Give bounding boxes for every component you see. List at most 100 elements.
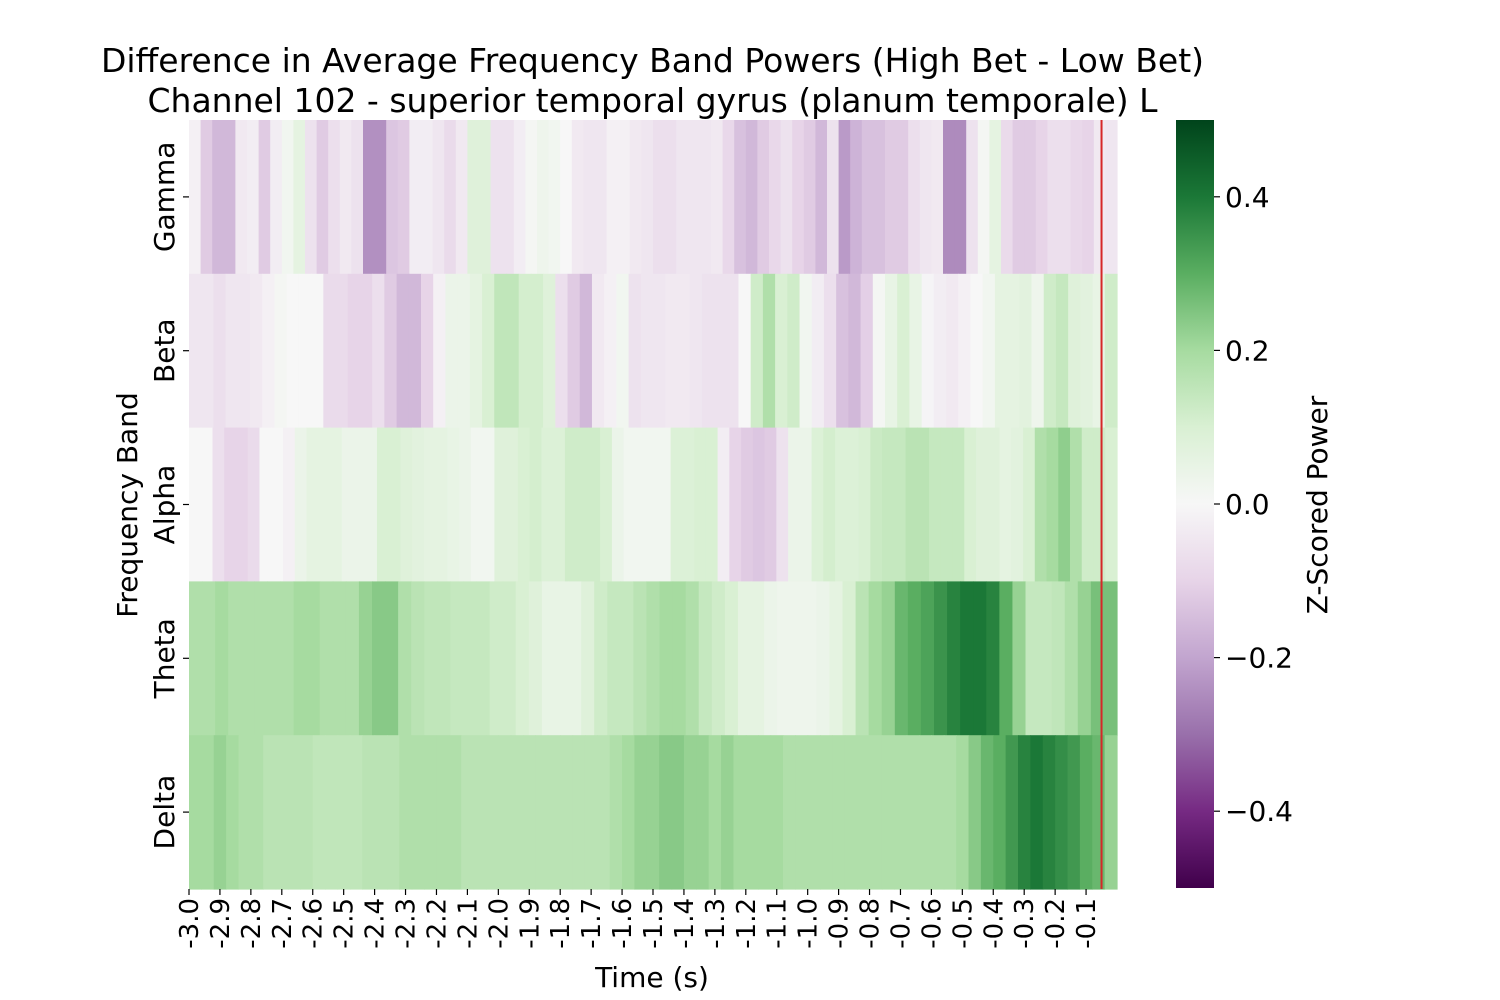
heatmap-cell [820,735,834,890]
heatmap-cell [705,427,719,582]
heatmap-cell [676,120,689,275]
heatmap-cell [250,273,263,429]
x-tick-label: -3.0 [175,898,205,949]
heatmap-cell [1046,427,1059,582]
x-tick-label: -0.4 [979,898,1009,949]
heatmap-cell [238,735,252,890]
heatmap-cell [947,581,961,736]
heatmap-cell [1007,273,1020,429]
heatmap-cell [424,735,438,890]
y-axis: Gamma Beta Alpha Theta Delta [148,142,189,850]
heatmap-cell [424,581,438,736]
heatmap-cell [432,120,445,275]
heatmap-cell [633,581,648,736]
heatmap-cell [701,273,715,429]
y-axis-label: Frequency Band [111,392,144,617]
heatmap-cell [698,581,713,736]
heatmap-cell [213,273,227,429]
heatmap-cell [341,427,355,582]
heatmap-cell [861,120,874,275]
heatmap-cell [337,735,351,890]
heatmap-cell [568,581,582,736]
heatmap-cell [620,581,634,736]
heatmap-cell [318,427,331,582]
heatmap-cell [450,581,465,736]
heatmap-cell [868,581,883,736]
heatmap-cell [659,581,674,736]
heatmap-cell [1023,427,1036,582]
heatmap-cell [235,120,248,275]
x-tick-label: -2.3 [392,898,422,949]
heatmap-cell [374,735,388,890]
heatmap-cell [968,735,982,890]
heatmap-cell [860,273,874,429]
heatmap-cell [482,273,495,429]
heatmap-cell [270,120,283,275]
heatmap-cell [600,427,613,582]
heatmap-cell [530,273,544,429]
heatmap-cell [411,581,425,736]
heatmap-cell [803,120,816,275]
heatmap-cell [1068,273,1081,429]
heatmap-cell [745,735,759,890]
heatmap-cell [267,581,282,736]
heatmap-cell [189,273,202,429]
heatmap-cell [609,735,623,890]
x-axis: -3.0 -2.9 -2.8 -2.7 -2.6 -2.5 -2.4 -2.3 -2.2 -2.1… [175,889,1102,949]
x-tick-label: -1.3 [701,898,731,949]
heatmap-cell [764,427,777,582]
heatmap-cell [400,427,413,582]
heatmap-cell [597,735,611,890]
x-tick-label: -2.1 [453,898,483,949]
heatmap-cell [517,427,531,582]
chart-subtitle: Channel 102 - superior temporal gyrus (p… [147,81,1158,120]
heatmap-cell [300,735,314,890]
heatmap-cell [1031,273,1045,429]
heatmap-cell [385,581,399,736]
heatmap-cell [751,581,765,736]
heatmap-cell [543,273,556,429]
heatmap-cell [282,427,296,582]
heatmap-cell [769,120,782,275]
heatmap-cell [752,427,766,582]
heatmap-cell [502,120,515,275]
heatmap-cell [758,735,772,890]
heatmap-cell [618,120,631,275]
heatmap-cell [588,427,601,582]
colorbar-tick-label: 0.2 [1225,334,1270,367]
heatmap-cell [1070,427,1083,582]
y-tick-label: Delta [148,775,181,850]
heatmap-cell [635,427,648,582]
heatmap-cell [201,735,215,890]
x-tick-label: -0.9 [825,898,855,949]
heatmap-cell [628,273,642,429]
heatmap-cell [803,581,817,736]
heatmap-cell [842,581,857,736]
heatmap-cell [423,427,437,582]
heatmap-cell [1042,735,1056,890]
heatmap-cell [254,581,269,736]
heatmap-cell [685,581,700,736]
heatmap-cell [921,273,935,429]
heatmap-cell [606,120,619,275]
heatmap-cell [325,735,339,890]
heatmap-cell [363,120,376,275]
heatmap-cell [523,735,537,890]
heatmap-cell [1001,120,1014,275]
heatmap-cell [729,427,742,582]
heatmap-cell [305,120,318,275]
heatmap-cell [894,735,908,890]
heatmap-cell [994,273,1008,429]
heatmap-cell [857,735,871,890]
heatmap-cells [189,120,1118,890]
heatmap-cell [306,581,321,736]
heatmap-cell [770,735,784,890]
heatmap-cell [782,735,796,890]
heatmap-cell [604,273,617,429]
x-tick-label: -2.7 [268,898,298,949]
heatmap-cell [1047,120,1060,275]
heatmap-cell [993,735,1007,890]
heatmap-cell [345,581,360,736]
heatmap-cell [1067,735,1081,890]
heatmap-cell [775,273,788,429]
